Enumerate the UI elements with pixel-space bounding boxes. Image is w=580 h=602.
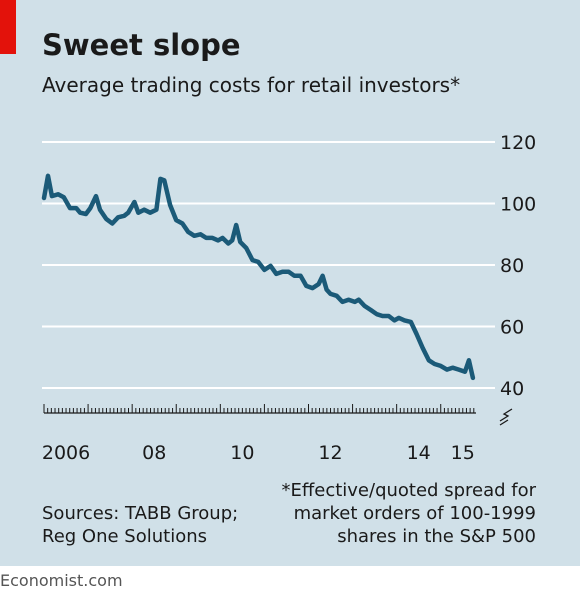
y-tick-label: 40 — [500, 378, 524, 400]
y-tick-label: 60 — [500, 317, 524, 339]
axis-break — [499, 408, 513, 426]
credit: Economist.com — [0, 571, 123, 590]
x-tick-label: 08 — [142, 442, 166, 464]
footnote: *Effective/quoted spread for — [281, 480, 536, 501]
footnote: market orders of 100-1999 — [294, 503, 536, 524]
x-tick-label: 2006 — [42, 442, 90, 464]
footnote: shares in the S&P 500 — [337, 526, 536, 547]
x-tick-label: 15 — [451, 442, 475, 464]
x-tick-label: 14 — [407, 442, 431, 464]
x-tick-label: 10 — [230, 442, 254, 464]
source: Sources: TABB Group; — [42, 503, 238, 524]
y-tick-label: 100 — [500, 194, 536, 216]
x-tick-label: 12 — [318, 442, 342, 464]
source: Reg One Solutions — [42, 526, 207, 547]
line — [41, 173, 476, 381]
y-tick-label: 80 — [500, 255, 524, 277]
subtitle: Average trading costs for retail investo… — [42, 73, 460, 97]
red-tag — [0, 0, 16, 54]
chart-title: Sweet slope — [42, 28, 241, 62]
y-tick-label: 120 — [500, 132, 536, 154]
panel — [0, 0, 580, 566]
